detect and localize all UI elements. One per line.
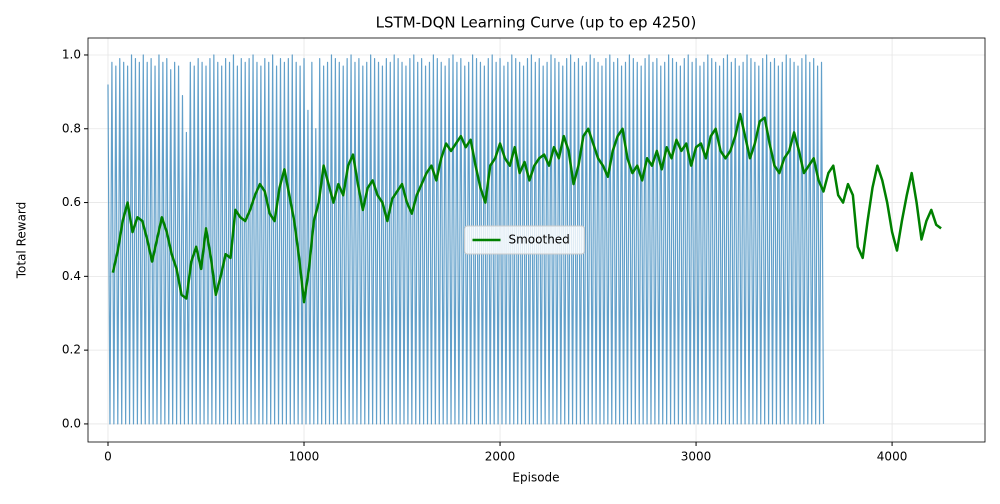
- legend-label: Smoothed: [509, 233, 570, 247]
- y-tick-label: 0.2: [62, 343, 81, 357]
- y-tick-label: 1.0: [62, 47, 81, 61]
- x-tick-label: 2000: [485, 450, 516, 464]
- y-axis-label: Total Reward: [15, 202, 29, 280]
- x-axis-label: Episode: [512, 471, 559, 485]
- y-tick-label: 0.6: [62, 195, 81, 209]
- legend-box: [464, 225, 585, 255]
- smoothed-line: [111, 112, 942, 304]
- y-tick-label: 0.0: [62, 416, 81, 430]
- x-tick-label: 1000: [289, 450, 320, 464]
- x-tick-label: 3000: [681, 450, 712, 464]
- plot-frame: [87, 37, 986, 443]
- y-tick-label: 0.4: [62, 269, 81, 283]
- x-tick-label: 0: [104, 450, 112, 464]
- x-tick-label: 4000: [877, 450, 908, 464]
- legend: Smoothed: [464, 225, 585, 255]
- y-tick-label: 0.8: [62, 121, 81, 135]
- chart-title: LSTM-DQN Learning Curve (up to ep 4250): [376, 14, 697, 32]
